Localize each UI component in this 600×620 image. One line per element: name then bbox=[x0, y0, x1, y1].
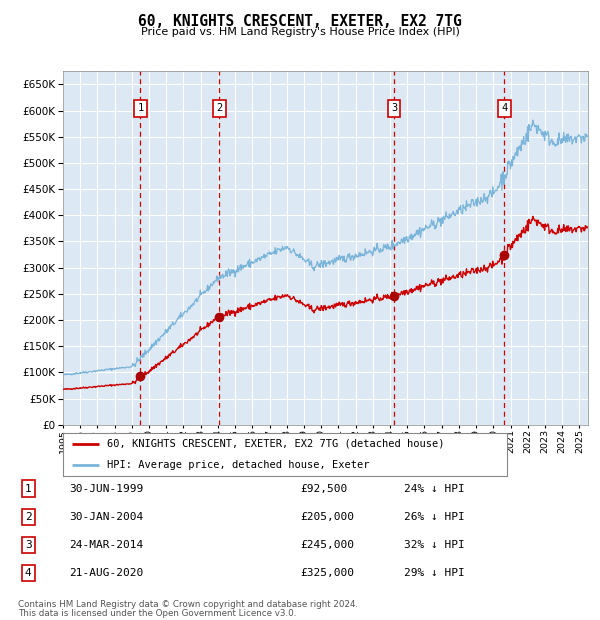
Text: 2: 2 bbox=[25, 512, 32, 521]
Text: £205,000: £205,000 bbox=[300, 512, 354, 521]
Text: 29% ↓ HPI: 29% ↓ HPI bbox=[404, 568, 464, 578]
Text: £325,000: £325,000 bbox=[300, 568, 354, 578]
Text: 1: 1 bbox=[25, 484, 32, 494]
Text: 1: 1 bbox=[137, 104, 143, 113]
Text: Contains HM Land Registry data © Crown copyright and database right 2024.: Contains HM Land Registry data © Crown c… bbox=[18, 600, 358, 609]
Text: 30-JAN-2004: 30-JAN-2004 bbox=[70, 512, 144, 521]
Text: £92,500: £92,500 bbox=[300, 484, 347, 494]
Text: 60, KNIGHTS CRESCENT, EXETER, EX2 7TG: 60, KNIGHTS CRESCENT, EXETER, EX2 7TG bbox=[138, 14, 462, 29]
Text: 3: 3 bbox=[25, 540, 32, 550]
Text: 26% ↓ HPI: 26% ↓ HPI bbox=[404, 512, 464, 521]
Text: Price paid vs. HM Land Registry's House Price Index (HPI): Price paid vs. HM Land Registry's House … bbox=[140, 27, 460, 37]
Text: 60, KNIGHTS CRESCENT, EXETER, EX2 7TG (detached house): 60, KNIGHTS CRESCENT, EXETER, EX2 7TG (d… bbox=[107, 439, 445, 449]
Text: This data is licensed under the Open Government Licence v3.0.: This data is licensed under the Open Gov… bbox=[18, 609, 296, 618]
Text: £245,000: £245,000 bbox=[300, 540, 354, 550]
Text: 4: 4 bbox=[25, 568, 32, 578]
Text: 24% ↓ HPI: 24% ↓ HPI bbox=[404, 484, 464, 494]
Text: 30-JUN-1999: 30-JUN-1999 bbox=[70, 484, 144, 494]
Text: 2: 2 bbox=[216, 104, 223, 113]
Text: 21-AUG-2020: 21-AUG-2020 bbox=[70, 568, 144, 578]
Text: 3: 3 bbox=[391, 104, 397, 113]
Text: 4: 4 bbox=[501, 104, 508, 113]
Text: HPI: Average price, detached house, Exeter: HPI: Average price, detached house, Exet… bbox=[107, 460, 370, 470]
Text: 24-MAR-2014: 24-MAR-2014 bbox=[70, 540, 144, 550]
Text: 32% ↓ HPI: 32% ↓ HPI bbox=[404, 540, 464, 550]
